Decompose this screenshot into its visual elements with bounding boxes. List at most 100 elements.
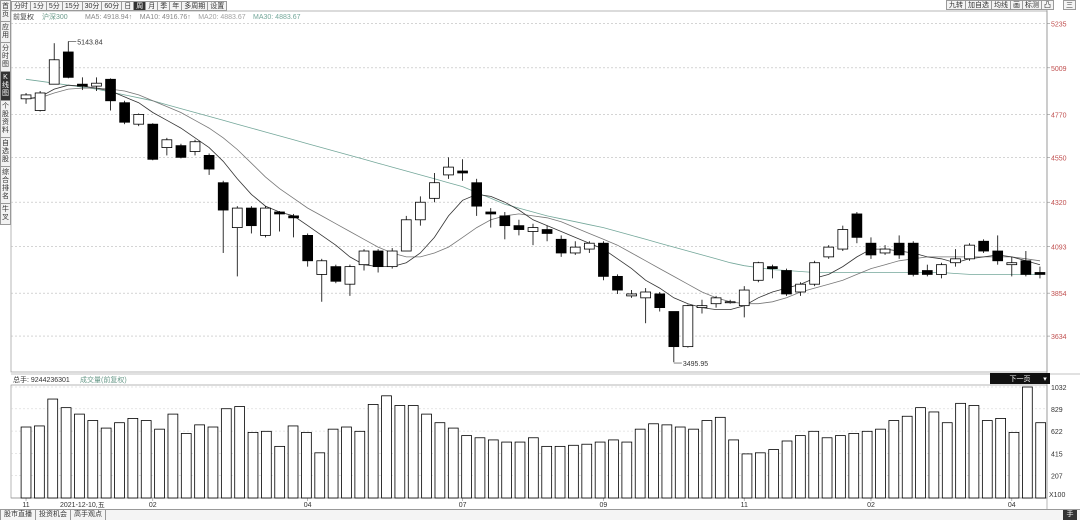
- volume-bar: [194, 424, 205, 499]
- candle: [429, 172, 440, 203]
- candle: [20, 92, 32, 104]
- candle: [415, 196, 426, 226]
- volume-tick-label: 829: [1051, 407, 1063, 414]
- candle: [316, 258, 328, 302]
- candle: [809, 260, 820, 287]
- period-tab-11[interactable]: 多周期: [182, 0, 209, 11]
- candle-body-up: [260, 207, 271, 236]
- volume-bar: [608, 439, 619, 499]
- next-page-box[interactable]: [990, 373, 1050, 384]
- tool-button-2[interactable]: 均线: [992, 0, 1011, 10]
- volume-bar: [621, 441, 633, 499]
- candle: [344, 264, 356, 296]
- candle-body-down: [457, 170, 468, 174]
- period-tab-3[interactable]: 15分: [62, 0, 83, 11]
- candle: [724, 299, 736, 304]
- candle-body-up: [527, 227, 539, 232]
- sidebar-tab-2[interactable]: 分时图: [0, 43, 11, 72]
- volume-bar: [301, 431, 312, 499]
- volume-indicator-label: 成交量(前复权): [80, 375, 127, 384]
- ma10-line: [25, 87, 1041, 305]
- volume-bar: [634, 428, 646, 499]
- candle: [386, 248, 398, 269]
- sidebar-tab-4[interactable]: 个股资料: [0, 101, 11, 138]
- tool-button-1[interactable]: 加自选: [966, 0, 992, 10]
- sidebar-tab-1[interactable]: 应用: [0, 22, 11, 43]
- candle-body-up: [569, 246, 581, 254]
- tool-button-0[interactable]: 九转: [946, 0, 966, 10]
- ma5-line: [25, 84, 1041, 311]
- sidebar-tab-6[interactable]: 综合排名: [0, 167, 11, 204]
- period-tab-7[interactable]: 周: [134, 0, 147, 11]
- volume-bar: [981, 420, 993, 499]
- candle-body-down: [485, 211, 497, 215]
- candle-body-up: [626, 293, 637, 297]
- candle-body-down: [612, 275, 623, 291]
- period-tab-8[interactable]: 月: [146, 0, 159, 11]
- volume-bar: [674, 426, 686, 499]
- period-tab-2[interactable]: 5分: [46, 0, 63, 11]
- volume-bar: [474, 437, 486, 499]
- price-tick-label: 3634: [1051, 334, 1067, 341]
- candle: [710, 295, 722, 308]
- tool-button-4[interactable]: 标测: [1023, 0, 1042, 10]
- candle-body-down: [372, 250, 384, 268]
- extreme-value-label: 3495.95: [683, 361, 708, 368]
- volume-bar: [928, 411, 940, 499]
- hand-icon[interactable]: 手: [1063, 510, 1077, 520]
- candle-body-down: [978, 240, 989, 252]
- bottom-tab-2[interactable]: 高手观点: [71, 510, 106, 520]
- candle-body-up: [809, 262, 820, 285]
- legend-item-2: MA5: 4918.94↑: [85, 14, 132, 21]
- candle-body-up: [964, 244, 975, 260]
- tool-button-3[interactable]: 画: [1011, 0, 1023, 10]
- tool-button-5[interactable]: 凸: [1042, 0, 1054, 10]
- candle: [400, 215, 412, 252]
- candle-body-up: [20, 94, 32, 100]
- volume-bar: [861, 430, 873, 499]
- extreme-value-label: 5143.84: [77, 39, 102, 46]
- volume-bar: [274, 445, 286, 499]
- period-tab-12[interactable]: 设置: [208, 0, 228, 11]
- volume-bar: [594, 441, 606, 499]
- sidebar-tab-5[interactable]: 自选股: [0, 138, 11, 167]
- period-tab-10[interactable]: 年: [170, 0, 183, 11]
- volume-bar: [180, 433, 192, 499]
- candle-body-down: [893, 242, 905, 256]
- period-tab-6[interactable]: 日: [122, 0, 135, 11]
- period-tab-0[interactable]: 分时: [11, 0, 31, 11]
- sidebar-tab-0[interactable]: 首页: [0, 0, 11, 22]
- candle-body-up: [400, 219, 412, 252]
- period-tab-4[interactable]: 30分: [82, 0, 103, 11]
- menu-icon[interactable]: 三: [1063, 0, 1076, 10]
- bottom-tab-0[interactable]: 股市直播: [0, 510, 36, 520]
- candle: [457, 159, 468, 181]
- candle-body-down: [1034, 272, 1046, 275]
- candle-body-down: [471, 182, 482, 207]
- bottom-tab-1[interactable]: 投资机会: [36, 510, 71, 520]
- candle-body-up: [879, 248, 891, 254]
- candle: [1034, 266, 1046, 279]
- candle-body-down: [77, 83, 88, 87]
- volume-bar: [888, 420, 900, 499]
- candle: [795, 282, 806, 296]
- candle: [978, 239, 989, 253]
- volume-bar: [754, 452, 766, 499]
- candle: [105, 78, 116, 111]
- period-tab-1[interactable]: 1分: [31, 0, 47, 11]
- volume-bar: [568, 444, 579, 499]
- volume-bar: [781, 440, 793, 499]
- candle: [499, 211, 511, 240]
- volume-bar: [554, 445, 566, 499]
- period-tab-9[interactable]: 季: [158, 0, 171, 11]
- sidebar-tab-7[interactable]: 牛叉: [0, 204, 11, 225]
- candle: [752, 261, 764, 283]
- volume-bar: [461, 435, 472, 499]
- candle: [837, 225, 849, 252]
- candle: [189, 139, 201, 156]
- volume-bar: [901, 415, 913, 499]
- period-tab-5[interactable]: 60分: [102, 0, 123, 11]
